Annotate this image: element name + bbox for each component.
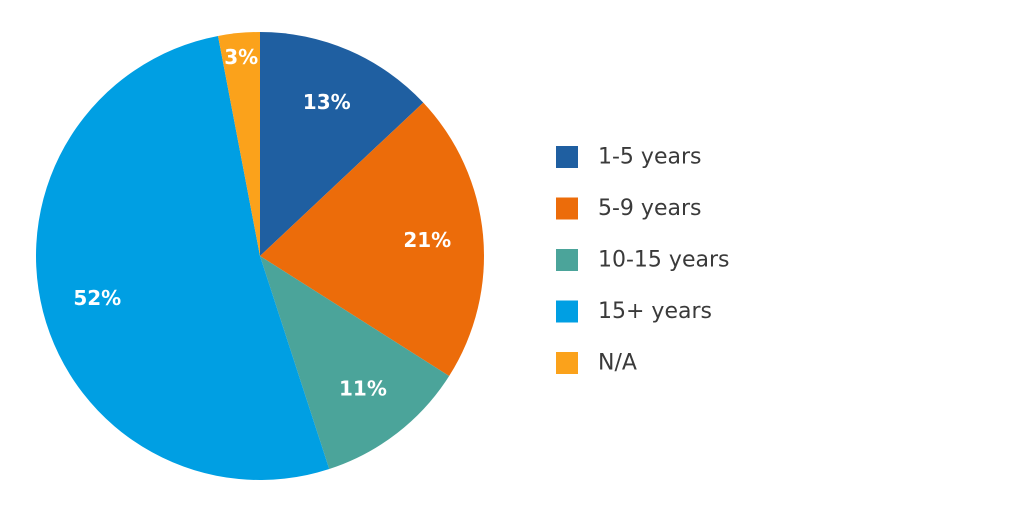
legend-label: 5-9 years: [598, 196, 701, 221]
legend-label: 15+ years: [598, 299, 712, 324]
pie-slice-5-9-years: [260, 102, 485, 377]
slice-label: 52%: [73, 286, 121, 310]
legend-item: N/A: [556, 351, 637, 376]
slice-label: 13%: [303, 90, 351, 114]
legend-item: 15+ years: [556, 299, 712, 324]
legend-swatch: [556, 146, 578, 168]
pie-slice-1-5-years: [260, 32, 424, 256]
legend-swatch: [556, 300, 578, 323]
slice-label: 11%: [339, 377, 387, 401]
legend-item: 1-5 years: [556, 145, 701, 170]
slice-label: 21%: [403, 228, 451, 252]
pie-slice-15-years: [36, 35, 330, 480]
legend: 1-5 years 5-9 years 10-15 years 15+ years N/…: [556, 145, 729, 376]
pie-slice-n-a: [218, 32, 260, 256]
legend-label: 1-5 years: [598, 145, 701, 170]
legend-item: 10-15 years: [556, 248, 729, 273]
legend-item: 5-9 years: [556, 196, 701, 221]
pie-slices: [36, 32, 485, 480]
pie-slice-labels: 13% 21% 11% 52% 3%: [73, 45, 451, 401]
legend-swatch: [556, 352, 578, 374]
legend-swatch: [556, 197, 578, 220]
legend-swatch: [556, 249, 578, 271]
legend-label: 10-15 years: [598, 248, 729, 273]
legend-label: N/A: [598, 351, 637, 376]
slice-label: 3%: [224, 45, 258, 69]
pie-slice-10-15-years: [260, 256, 450, 470]
